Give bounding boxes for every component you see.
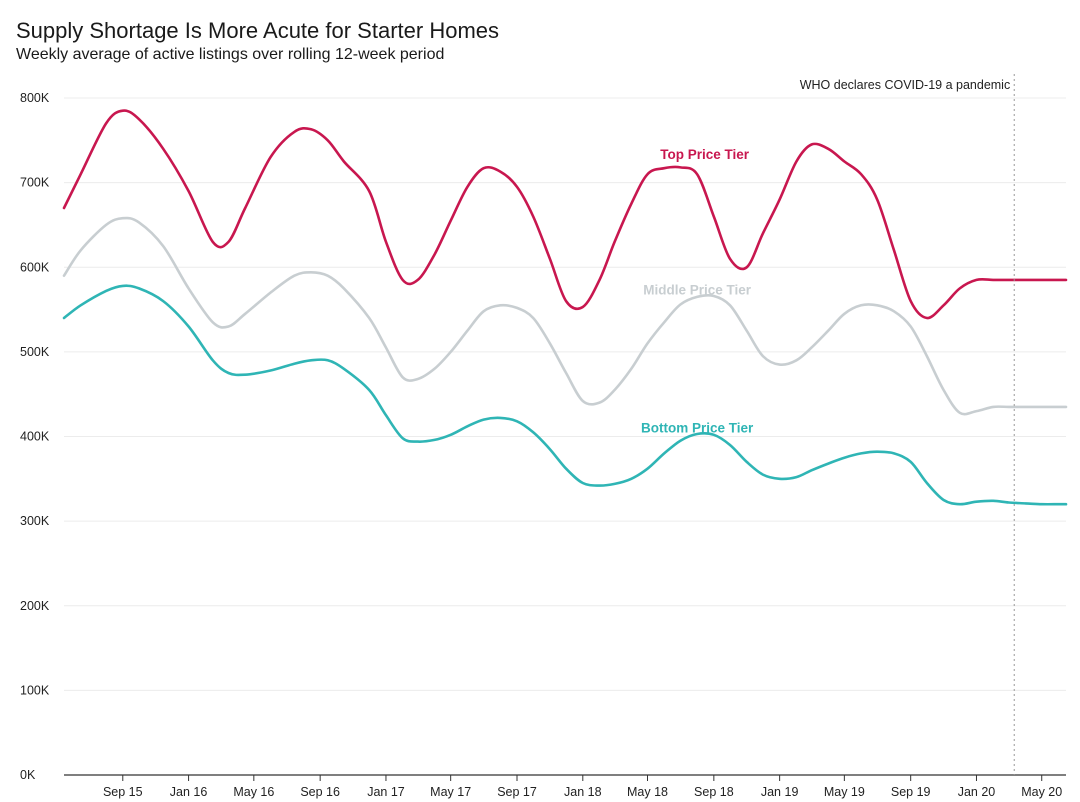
x-tick-label: Jan 19 xyxy=(761,785,799,799)
y-tick-label: 700K xyxy=(20,176,50,190)
x-tick-label: Jan 18 xyxy=(564,785,602,799)
bottom-price-tier-label: Bottom Price Tier xyxy=(641,420,754,435)
y-tick-label: 800K xyxy=(20,91,50,105)
x-tick-label: May 18 xyxy=(627,785,668,799)
bottom-price-tier-line xyxy=(62,284,1068,506)
x-tick-label: Sep 18 xyxy=(694,785,734,799)
middle-price-tier-label: Middle Price Tier xyxy=(643,282,752,297)
x-tick-label: Sep 19 xyxy=(891,785,931,799)
chart-subtitle: Weekly average of active listings over r… xyxy=(16,46,445,63)
pandemic-annotation: WHO declares COVID-19 a pandemic xyxy=(800,78,1011,92)
x-tick-label: Sep 15 xyxy=(103,785,143,799)
x-tick-label: May 20 xyxy=(1021,785,1062,799)
x-tick-label: Sep 16 xyxy=(300,785,340,799)
series-labels: Top Price Tier Middle Price Tier Bottom Pr… xyxy=(641,147,754,435)
top-price-tier-line xyxy=(62,109,1068,320)
axes: 0K 100K 200K 300K 400K 500K 600K 700K 800K Sep 15… xyxy=(20,91,1066,799)
y-tick-label: 0K xyxy=(20,768,36,782)
x-tick-label: Sep 17 xyxy=(497,785,537,799)
y-tick-label: 400K xyxy=(20,430,50,444)
y-tick-label: 300K xyxy=(20,514,50,528)
y-tick-label: 500K xyxy=(20,345,50,359)
x-tick-label: Jan 17 xyxy=(367,785,405,799)
y-tick-label: 600K xyxy=(20,260,50,274)
x-tick-label: May 19 xyxy=(824,785,865,799)
gridlines xyxy=(64,97,1066,691)
annotations: WHO declares COVID-19 a pandemic xyxy=(800,74,1015,775)
x-tick-label: May 16 xyxy=(233,785,274,799)
series-lines xyxy=(62,109,1068,506)
top-price-tier-label: Top Price Tier xyxy=(660,147,750,162)
middle-price-tier-line xyxy=(62,216,1068,416)
y-tick-label: 100K xyxy=(20,683,50,697)
x-tick-label: Jan 20 xyxy=(958,785,996,799)
chart-title: Supply Shortage Is More Acute for Starte… xyxy=(16,18,500,43)
x-tick-label: May 17 xyxy=(430,785,471,799)
y-tick-label: 200K xyxy=(20,599,50,613)
x-tick-label: Jan 16 xyxy=(170,785,208,799)
